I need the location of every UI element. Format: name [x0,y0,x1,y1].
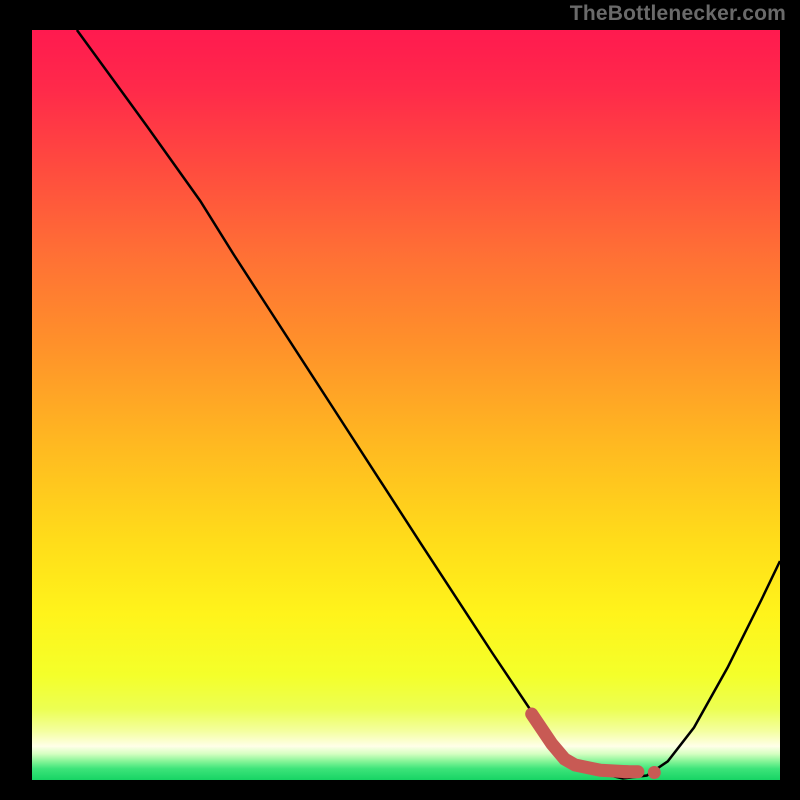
curve-layer [32,30,780,780]
main-curve [77,30,780,779]
accent-dot [648,766,661,779]
accent-segment [532,714,628,772]
attribution-text: TheBottlenecker.com [570,2,786,26]
plot-area [32,30,780,780]
chart-root: TheBottlenecker.com [0,0,800,800]
